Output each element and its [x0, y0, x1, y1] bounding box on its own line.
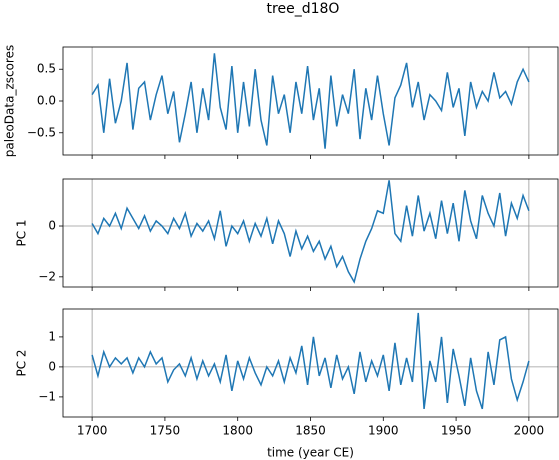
y-tick-label: −2: [38, 269, 56, 283]
axes-frame: [62, 46, 559, 156]
x-axis-label: time (year CE): [267, 446, 354, 460]
axes-frame: [62, 178, 559, 288]
data-line: [91, 53, 530, 149]
y-tick-label: 0.0: [37, 94, 56, 108]
y-tick-label: −1: [38, 389, 56, 403]
x-tick-label: 1850: [295, 424, 326, 438]
x-tick-label: 1900: [368, 424, 399, 438]
y-tick-label: 1: [48, 329, 56, 343]
x-tick-label: 1800: [222, 424, 253, 438]
y-tick-label: −0.5: [27, 125, 56, 139]
data-line: [91, 312, 530, 410]
y-tick-label: 0: [48, 359, 56, 373]
y-tick-label: 0: [48, 219, 56, 233]
x-tick-label: 1950: [441, 424, 472, 438]
x-tick-label: 2000: [514, 424, 545, 438]
figure-title: tree_d18O: [267, 1, 340, 17]
data-line: [91, 180, 530, 284]
y-axis-label: PC 1: [15, 219, 29, 246]
axes-frame: [62, 308, 559, 418]
y-tick-label: 0.5: [37, 62, 56, 76]
y-axis-label: paleoData_zscores: [3, 45, 17, 157]
y-axis-label: PC 2: [15, 349, 29, 376]
x-tick-label: 1700: [77, 424, 108, 438]
x-tick-label: 1750: [150, 424, 181, 438]
